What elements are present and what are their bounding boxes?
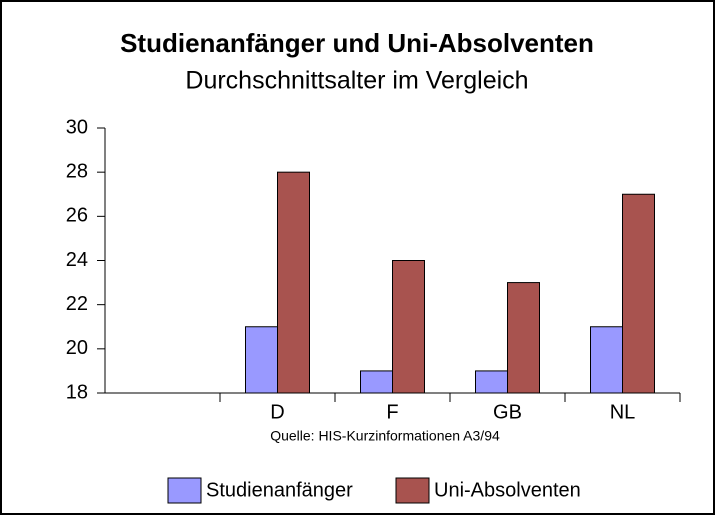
legend-label: Studienanfänger <box>206 479 353 501</box>
bar <box>245 326 278 394</box>
source-note: Quelle: HIS-Kurzinformationen A3/94 <box>270 428 500 444</box>
bar <box>475 370 508 394</box>
legend-swatch <box>167 477 202 504</box>
bar <box>392 260 425 394</box>
chart-subtitle: Durchschnittsalter im Vergleich <box>185 67 528 95</box>
y-tick-label: 24 <box>66 249 88 271</box>
bar <box>507 282 540 394</box>
chart-title: Studienanfänger und Uni-Absolventen <box>120 28 594 58</box>
y-tick-label: 22 <box>66 293 88 315</box>
y-tick-label: 18 <box>66 381 88 403</box>
bar <box>360 370 393 394</box>
bar <box>590 326 623 394</box>
y-tick-label: 20 <box>66 337 88 359</box>
legend-swatch <box>395 477 430 504</box>
x-tick-label: NL <box>610 401 636 423</box>
x-tick-label: F <box>386 401 398 423</box>
bar <box>622 193 655 394</box>
y-tick-label: 28 <box>66 160 88 182</box>
bar <box>277 171 310 394</box>
y-tick-label: 26 <box>66 205 88 227</box>
x-tick-label: GB <box>493 401 522 423</box>
y-tick-label: 30 <box>66 116 88 138</box>
legend-label: Uni-Absolventen <box>434 479 581 501</box>
x-tick-label: D <box>270 401 284 423</box>
